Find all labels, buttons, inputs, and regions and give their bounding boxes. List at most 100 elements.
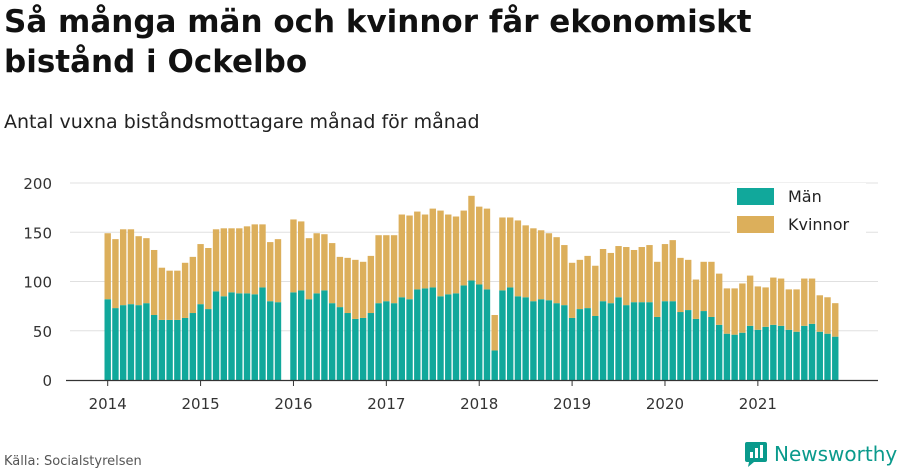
bar-woman xyxy=(150,249,158,315)
bar-woman xyxy=(623,247,630,306)
legend-swatch xyxy=(737,188,774,205)
bar-man xyxy=(739,332,746,380)
legend-label: Män xyxy=(788,187,822,206)
bar-woman xyxy=(445,214,452,295)
bar-man xyxy=(468,280,475,380)
bar-woman xyxy=(398,214,406,298)
bar-man xyxy=(267,301,274,380)
bar-woman xyxy=(290,219,297,293)
bar-woman xyxy=(236,228,243,294)
bar-man xyxy=(476,284,483,380)
bar-man xyxy=(274,302,282,380)
bar-woman xyxy=(205,248,212,310)
bar-woman xyxy=(267,242,274,302)
bar-man xyxy=(352,318,359,380)
y-tick-label: 100 xyxy=(23,274,52,292)
y-tick-label: 50 xyxy=(33,323,52,341)
bar-woman xyxy=(499,217,506,291)
bar-woman xyxy=(437,210,444,297)
bar-man xyxy=(112,308,119,380)
bar-man xyxy=(615,297,622,380)
bar-man xyxy=(414,289,421,380)
bar-woman xyxy=(506,217,514,288)
bars xyxy=(104,195,839,380)
bar-woman xyxy=(708,261,715,317)
bar-man xyxy=(630,302,638,380)
bar-woman xyxy=(367,255,375,314)
bar-woman xyxy=(638,247,645,303)
bar-man xyxy=(514,296,522,380)
bar-man xyxy=(174,319,181,380)
bar-woman xyxy=(483,208,491,290)
bar-woman xyxy=(661,244,669,302)
bar-man xyxy=(445,294,452,380)
bar-woman xyxy=(321,234,328,291)
bar-man xyxy=(599,301,607,380)
bar-woman xyxy=(476,206,483,285)
bar-woman xyxy=(491,314,498,351)
bar-woman xyxy=(692,279,700,319)
bar-man xyxy=(576,309,584,380)
bar-woman xyxy=(220,228,227,297)
bar-woman xyxy=(228,228,235,293)
bar-man xyxy=(561,305,568,380)
bar-man xyxy=(654,316,661,380)
bar-woman xyxy=(777,278,785,326)
bar-man xyxy=(793,331,800,380)
bar-woman xyxy=(677,257,684,313)
x-tick-label: 2020 xyxy=(646,395,684,413)
bar-woman xyxy=(762,287,769,327)
bar-woman xyxy=(414,211,421,290)
bar-man xyxy=(437,296,444,380)
bar-woman xyxy=(530,228,537,302)
bar-woman xyxy=(669,240,676,302)
bar-man xyxy=(127,304,135,380)
y-tick-label: 200 xyxy=(23,175,52,193)
bar-man xyxy=(189,313,197,380)
bar-woman xyxy=(824,297,831,334)
bar-man xyxy=(491,350,498,380)
bar-man xyxy=(522,297,529,380)
bar-woman xyxy=(305,238,313,300)
bar-man xyxy=(530,301,537,380)
bar-man xyxy=(832,336,839,380)
bar-woman xyxy=(328,243,336,304)
bar-man xyxy=(723,333,731,380)
bar-man xyxy=(313,293,320,380)
bar-man xyxy=(228,292,235,380)
bar-woman xyxy=(119,229,127,306)
bar-man xyxy=(251,294,258,380)
brand-name: Newsworthy xyxy=(774,442,898,466)
bar-woman xyxy=(607,252,614,304)
bar-woman xyxy=(112,239,119,309)
bar-woman xyxy=(715,273,723,325)
bar-man xyxy=(383,301,390,380)
chart-subtitle: Antal vuxna biståndsmottagare månad för … xyxy=(4,111,480,133)
bar-man xyxy=(212,291,220,380)
bar-woman xyxy=(522,225,529,298)
bar-woman xyxy=(174,270,181,320)
bar-woman xyxy=(832,303,839,337)
legend-swatch xyxy=(737,216,774,233)
bar-man xyxy=(785,329,793,380)
bar-woman xyxy=(406,215,413,300)
bar-man xyxy=(677,312,684,380)
bar-man xyxy=(150,314,158,380)
bar-woman xyxy=(251,224,258,295)
bar-woman xyxy=(592,265,599,316)
x-tick-label: 2021 xyxy=(739,395,777,413)
bar-man xyxy=(305,299,313,380)
bar-woman xyxy=(685,259,692,311)
bar-man xyxy=(715,324,723,380)
axes: 0 50 100 150 200 2014 2015 2016 2017 2018 2019 2020… xyxy=(23,175,878,413)
bar-man xyxy=(584,308,591,380)
x-tick-label: 2016 xyxy=(274,395,312,413)
bar-man xyxy=(421,288,429,380)
bar-woman xyxy=(514,220,522,297)
bar-woman xyxy=(336,256,344,308)
bar-man xyxy=(638,302,645,380)
bar-man xyxy=(158,319,166,380)
bar-man xyxy=(236,293,243,380)
bar-woman xyxy=(421,214,429,289)
